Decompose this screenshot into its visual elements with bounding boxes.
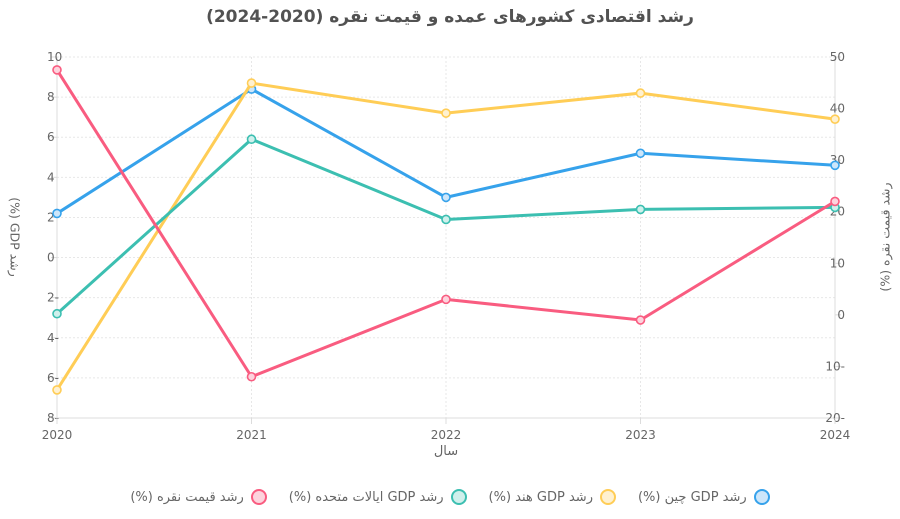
point-india-gdp-2021[interactable] — [246, 78, 257, 88]
y-left-tick-label: -4 — [47, 331, 59, 345]
y-left-tick-label: -6 — [47, 371, 59, 385]
x-tick-label: 2020 — [42, 428, 73, 442]
point-china-gdp-2024[interactable] — [830, 160, 840, 171]
y-left-tick-label: 2 — [47, 210, 55, 224]
point-india-gdp-2022[interactable] — [441, 108, 451, 118]
legend-marker-icon — [753, 489, 770, 505]
y-right-tick-label: 50 — [830, 50, 845, 64]
point-usa-gdp-2020[interactable] — [52, 308, 62, 319]
y-right-tick-label: 10 — [830, 256, 845, 270]
point-silver-price-2022[interactable] — [441, 294, 451, 305]
y-right-tick-label: -10 — [825, 359, 845, 373]
point-china-gdp-2020[interactable] — [52, 208, 62, 219]
legend-item-china-gdp[interactable]: رشد GDP چین (%) — [638, 489, 770, 505]
x-tick-label: 2021 — [236, 428, 267, 442]
legend-marker-icon — [250, 489, 267, 505]
point-silver-price-2021[interactable] — [246, 371, 257, 382]
point-usa-gdp-2023[interactable] — [635, 204, 646, 215]
x-tick-label: 2024 — [820, 428, 851, 442]
x-tick-label: 2023 — [625, 428, 656, 442]
point-india-gdp-2024[interactable] — [830, 114, 840, 124]
y-left-tick-label: 10 — [47, 50, 62, 64]
y-right-tick-label: 40 — [830, 102, 845, 116]
legend-label: رشد GDP هند (%) — [488, 489, 593, 505]
legend-item-usa-gdp[interactable]: رشد GDP ایالات متحده (%) — [289, 489, 467, 505]
x-tick-label: 2022 — [431, 428, 462, 442]
point-usa-gdp-2022[interactable] — [441, 214, 451, 225]
point-silver-price-2020[interactable] — [52, 65, 62, 75]
y-left-tick-label: 0 — [47, 251, 55, 265]
point-china-gdp-2023[interactable] — [635, 148, 646, 159]
x-axis-label: سال — [433, 444, 459, 459]
y-left-tick-label: -8 — [47, 411, 59, 425]
legend-item-india-gdp[interactable]: رشد GDP هند (%) — [489, 489, 616, 505]
legend-label: رشد GDP ایالات متحده (%) — [288, 489, 444, 505]
point-usa-gdp-2021[interactable] — [246, 134, 257, 145]
legend-label: رشد قیمت نقره (%) — [130, 489, 244, 505]
y-left-tick-label: 8 — [47, 90, 55, 104]
y-axis-label-right: رشد قیمت نقره (%) — [877, 182, 893, 292]
point-india-gdp-2020[interactable] — [52, 385, 62, 395]
chart-title: رشد اقتصادی کشورهای عمده و قیمت نقره (20… — [206, 7, 694, 27]
legend-item-silver-price[interactable]: رشد قیمت نقره (%) — [130, 489, 267, 505]
chart-legend: رشد GDP چین (%) رشد GDP هند (%) رشد GDP ای… — [0, 480, 900, 514]
point-india-gdp-2023[interactable] — [635, 88, 646, 98]
point-silver-price-2024[interactable] — [830, 196, 840, 207]
y-right-tick-label: 0 — [837, 308, 845, 322]
y-left-tick-label: -2 — [47, 291, 59, 305]
point-china-gdp-2022[interactable] — [441, 192, 451, 203]
y-left-tick-label: 6 — [47, 130, 55, 144]
y-left-tick-label: 4 — [47, 170, 55, 184]
y-axis-label-left: رشد GDP (%) — [7, 197, 23, 277]
legend-marker-icon — [450, 489, 467, 505]
legend-label: رشد GDP چین (%) — [637, 489, 747, 505]
legend-marker-icon — [599, 489, 616, 505]
point-silver-price-2023[interactable] — [635, 315, 646, 325]
